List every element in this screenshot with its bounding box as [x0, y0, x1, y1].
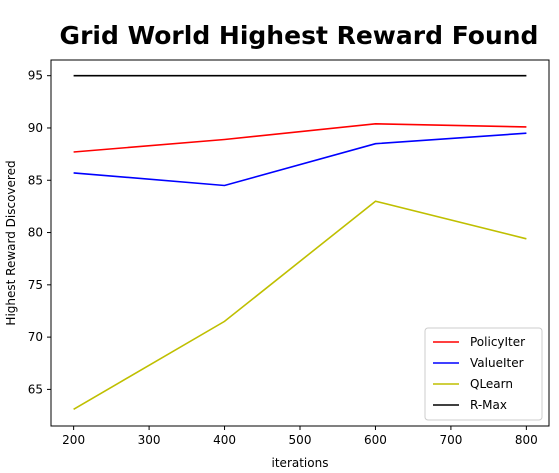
y-tick-label: 90 — [28, 121, 43, 135]
x-tick-label: 800 — [515, 433, 538, 447]
y-axis-label: Highest Reward Discovered — [4, 160, 18, 325]
x-axis-label: iterations — [272, 456, 329, 470]
legend-label-qlearn: QLearn — [470, 377, 513, 391]
x-tick-label: 600 — [364, 433, 387, 447]
legend: PolicyIter ValueIter QLearn R-Max — [424, 327, 543, 421]
chart-title: Grid World Highest Reward Found — [60, 21, 539, 50]
legend-box — [424, 327, 543, 421]
y-tick-label: 70 — [28, 330, 43, 344]
series-lines — [73, 74, 527, 410]
x-tick-label: 500 — [289, 433, 312, 447]
x-tick-label: 700 — [439, 433, 462, 447]
legend-label-valueiter: ValueIter — [470, 356, 524, 370]
y-axis: 65 70 75 80 85 90 95 — [28, 69, 51, 396]
y-tick-label: 65 — [28, 382, 43, 396]
x-tick-label: 300 — [138, 433, 161, 447]
series-line-valueiter — [73, 132, 527, 187]
series-line-qlearn — [73, 200, 527, 410]
x-tick-label: 200 — [62, 433, 85, 447]
y-tick-label: 80 — [28, 226, 43, 240]
y-tick-label: 95 — [28, 69, 43, 83]
series-line-policyiter — [73, 122, 527, 153]
legend-label-policyiter: PolicyIter — [470, 335, 525, 349]
x-axis: 200 300 400 500 600 700 800 — [62, 426, 538, 447]
x-tick-label: 400 — [213, 433, 236, 447]
y-tick-label: 75 — [28, 278, 43, 292]
y-tick-label: 85 — [28, 173, 43, 187]
legend-label-r-max: R-Max — [470, 398, 507, 412]
